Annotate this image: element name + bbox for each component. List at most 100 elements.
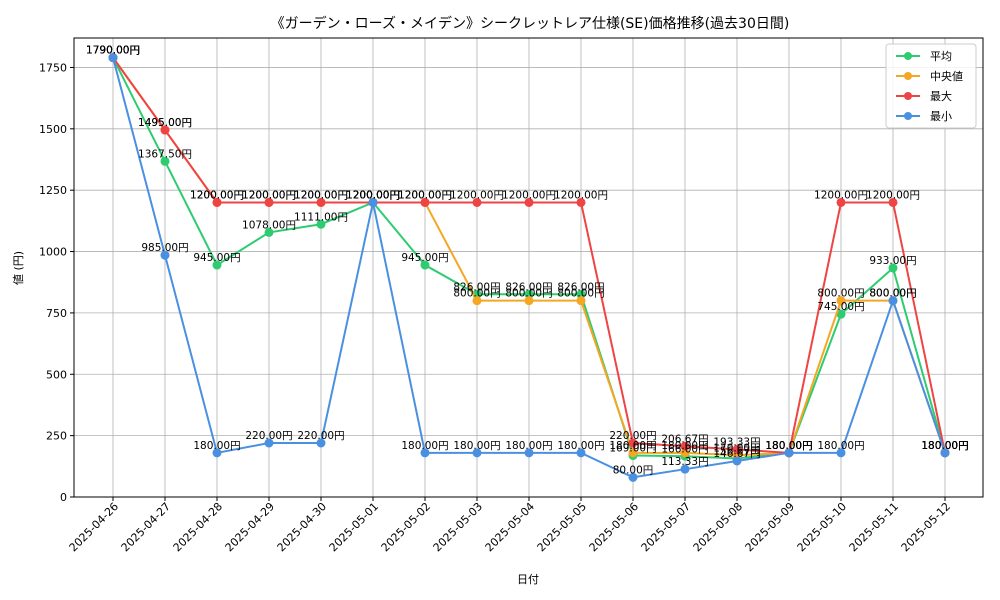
data-label: 180.00円: [817, 440, 864, 452]
data-label: 800.00円: [557, 288, 604, 300]
data-point: [212, 448, 222, 458]
data-point: [784, 448, 794, 458]
data-label: 800.00円: [453, 288, 500, 300]
data-label: 193.33円: [713, 437, 760, 449]
data-point: [472, 197, 482, 207]
data-point: [264, 227, 274, 237]
data-point: [160, 156, 170, 166]
data-label: 1200.00円: [814, 189, 868, 201]
data-label: 1200.00円: [294, 189, 348, 201]
legend-marker: [904, 72, 912, 80]
data-label: 1495.00円: [138, 117, 192, 129]
y-tick-label: 750: [46, 307, 67, 320]
data-label: 800.00円: [817, 288, 864, 300]
x-tick-label: 2025-05-05: [535, 500, 589, 554]
data-label: 1790.00円: [86, 45, 140, 57]
data-label: 1200.00円: [398, 189, 452, 201]
data-label: 170.00円: [713, 442, 760, 454]
series-lines: [108, 53, 950, 482]
x-tick-label: 2025-05-03: [431, 500, 485, 554]
data-label: 146.67円: [713, 448, 760, 460]
data-point: [576, 296, 586, 306]
x-tick-label: 2025-05-09: [743, 500, 797, 554]
data-label: 800.00円: [505, 288, 552, 300]
y-tick-label: 1750: [39, 61, 67, 74]
data-label: 169.00円: [609, 443, 656, 455]
y-tick-label: 250: [46, 430, 67, 443]
data-label: 180.00円: [765, 440, 812, 452]
data-point: [576, 448, 586, 458]
legend-marker: [904, 112, 912, 120]
data-label: 1495.00円: [138, 117, 192, 129]
legend-label: 平均: [930, 50, 952, 63]
data-label: 1200.00円: [346, 189, 400, 201]
data-point: [420, 260, 430, 270]
data-point: [680, 448, 690, 458]
data-point: [472, 448, 482, 458]
series-3: [108, 53, 950, 482]
data-label: 80.00円: [613, 464, 654, 476]
data-point: [888, 296, 898, 306]
data-label: 180.00円: [765, 440, 812, 452]
x-tick-label: 2025-05-12: [899, 500, 953, 554]
data-point: [524, 197, 534, 207]
data-label: 1200.00円: [190, 189, 244, 201]
data-label: 1200.00円: [242, 189, 296, 201]
data-label: 180.00円: [765, 440, 812, 452]
data-label: 180.00円: [661, 440, 708, 452]
data-label: 220.00円: [297, 430, 344, 442]
data-point: [680, 464, 690, 474]
data-label: 180.00円: [453, 440, 500, 452]
data-label: 945.00円: [193, 252, 240, 264]
data-label: 206.67円: [661, 433, 708, 445]
x-tick-label: 2025-05-07: [639, 500, 693, 554]
legend-label: 最小: [930, 110, 952, 123]
data-label: 156.67円: [713, 446, 760, 458]
legend-marker: [904, 52, 912, 60]
data-label: 1790.00円: [86, 45, 140, 57]
data-label: 1111.00円: [294, 211, 348, 223]
data-label: 745.00円: [817, 301, 864, 313]
data-point: [212, 260, 222, 270]
x-tick-label: 2025-05-11: [847, 500, 901, 554]
data-point: [264, 438, 274, 448]
x-tick-label: 2025-05-06: [587, 500, 641, 554]
data-label: 826.00円: [453, 281, 500, 293]
data-label: 220.00円: [245, 430, 292, 442]
data-label: 1200.00円: [242, 189, 296, 201]
data-point: [368, 197, 378, 207]
data-label: 180.00円: [921, 440, 968, 452]
legend-box: [885, 43, 977, 129]
data-point: [836, 448, 846, 458]
y-axis: 0 250 500 750 1000 1250 1500 1750: [39, 61, 74, 504]
data-label: 166.00円: [661, 443, 708, 455]
y-tick-label: 1250: [39, 184, 67, 197]
data-label: 1200.00円: [346, 189, 400, 201]
grid: [74, 38, 983, 498]
data-point: [524, 296, 534, 306]
y-tick-label: 1500: [39, 123, 67, 136]
legend-marker: [904, 92, 912, 100]
data-label: 1200.00円: [190, 189, 244, 201]
data-point: [732, 445, 742, 455]
data-point: [160, 250, 170, 260]
chart-title: 《ガーデン・ローズ・メイデン》シークレットレア仕様(SE)価格推移(過去30日間…: [271, 15, 790, 32]
x-tick-label: 2025-05-01: [327, 500, 381, 554]
data-label: 1200.00円: [450, 189, 504, 201]
data-point: [628, 472, 638, 482]
data-label: 945.00円: [401, 252, 448, 264]
data-point: [264, 197, 274, 207]
data-point: [888, 197, 898, 207]
data-label: 1200.00円: [294, 189, 348, 201]
data-point: [628, 438, 638, 448]
x-tick-label: 2025-05-08: [691, 500, 745, 554]
data-point: [472, 296, 482, 306]
data-point: [420, 197, 430, 207]
legend-label: 中央値: [930, 70, 963, 83]
x-tick-label: 2025-04-27: [119, 500, 173, 554]
data-label: 800.00円: [869, 288, 916, 300]
data-label: 220.00円: [609, 430, 656, 442]
